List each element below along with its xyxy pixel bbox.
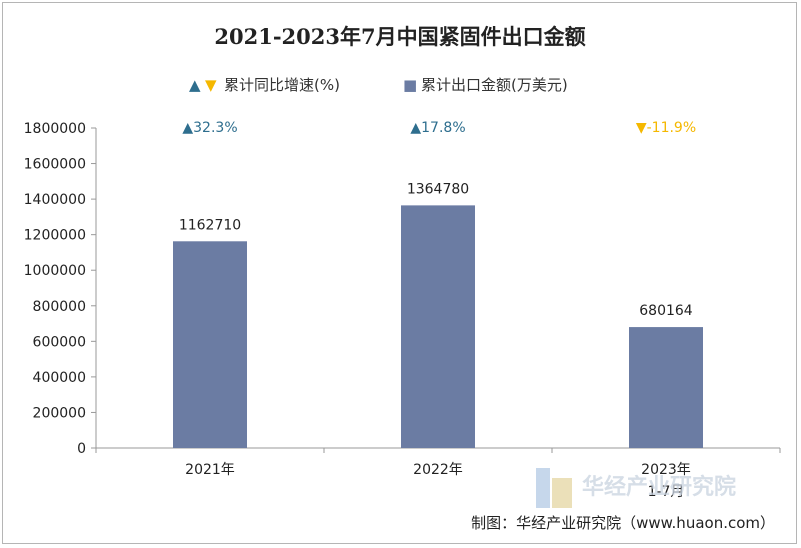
category-label: 2021年 bbox=[185, 462, 235, 478]
legend-growth-label: 累计同比增速(%) bbox=[224, 76, 340, 94]
growth-label: ▼-11.9% bbox=[636, 120, 696, 136]
legend-bar-marker: ■ bbox=[403, 76, 417, 94]
growth-label: ▲32.3% bbox=[182, 120, 237, 136]
bar bbox=[173, 241, 247, 448]
data-label: 1162710 bbox=[179, 217, 241, 233]
watermark-logo-left bbox=[536, 468, 550, 508]
axes: 0 200000 400000 600000 800000 1000000 1200000 1… bbox=[24, 121, 781, 457]
y-tick-label: 1000000 bbox=[24, 263, 86, 279]
category-label: 2023年 bbox=[641, 462, 691, 478]
legend: ▲ ▼ 累计同比增速(%) ■ 累计出口金额(万美元) bbox=[189, 76, 568, 94]
bar bbox=[401, 205, 475, 448]
bars-group bbox=[173, 205, 703, 448]
y-tick-label: 400000 bbox=[33, 370, 86, 386]
y-tick-label: 200000 bbox=[33, 405, 86, 421]
y-tick-label: 600000 bbox=[33, 334, 86, 350]
legend-growth-down-marker: ▼ bbox=[205, 76, 217, 94]
labels-group: 1162710 ▲32.3% 2021年 1364780 ▲17.8% 2022年 6801… bbox=[179, 120, 696, 500]
watermark: 华经产业研究院 bbox=[536, 468, 736, 508]
watermark-text: 华经产业研究院 bbox=[582, 474, 736, 500]
y-tick-label: 1800000 bbox=[24, 121, 86, 137]
growth-label: ▲17.8% bbox=[410, 120, 465, 136]
y-tick-label: 800000 bbox=[33, 299, 86, 315]
y-tick-label: 1400000 bbox=[24, 192, 86, 208]
y-tick-label: 0 bbox=[77, 441, 86, 457]
chart-title: 2021-2023年7月中国紧固件出口金额 bbox=[214, 24, 585, 49]
legend-bar-label: 累计出口金额(万美元) bbox=[421, 76, 568, 94]
bar bbox=[629, 327, 703, 448]
category-label: 2022年 bbox=[413, 462, 463, 478]
data-label: 1364780 bbox=[407, 181, 469, 197]
y-tick-label: 1600000 bbox=[24, 157, 86, 173]
legend-growth-up-marker: ▲ bbox=[189, 76, 201, 94]
category-label: 1-7月 bbox=[648, 484, 685, 500]
data-label: 680164 bbox=[639, 303, 693, 319]
watermark-logo-right bbox=[552, 478, 572, 508]
source-note: 制图：华经产业研究院（www.huaon.com） bbox=[471, 514, 775, 532]
y-tick-label: 1200000 bbox=[24, 228, 86, 244]
